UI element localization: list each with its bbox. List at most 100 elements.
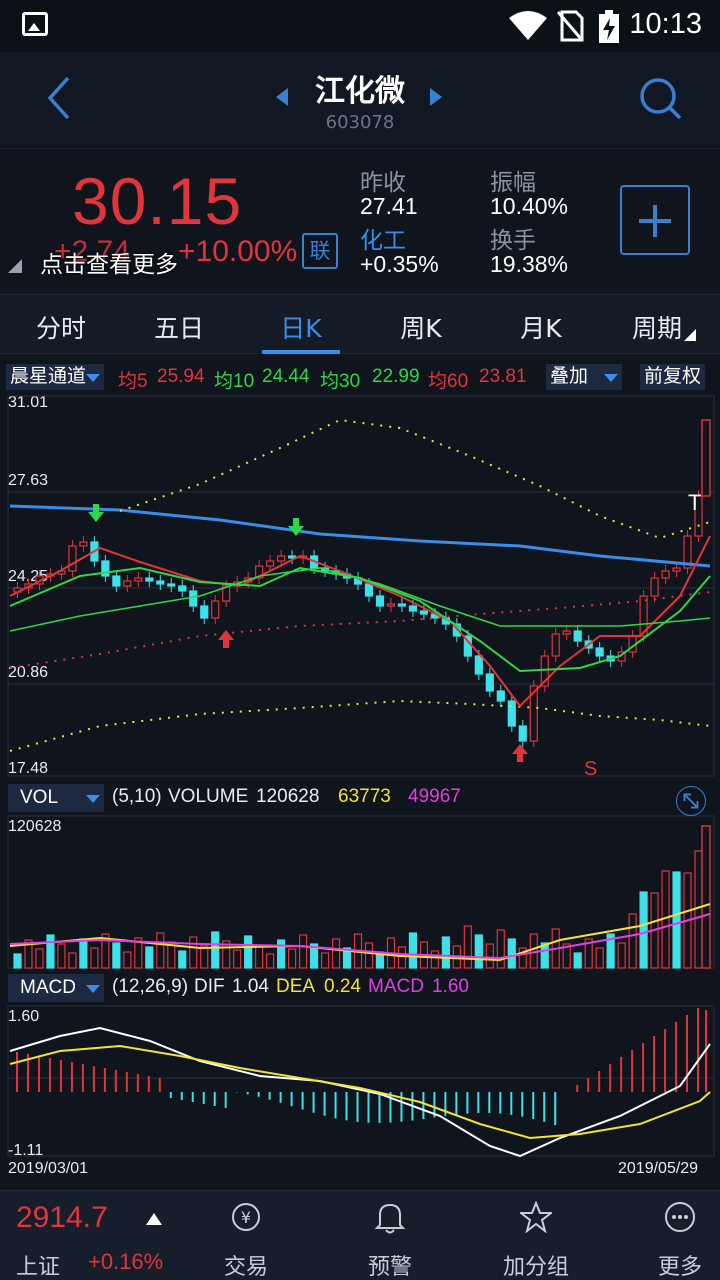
candle-body [386,603,396,607]
prev-stock-icon[interactable] [276,88,288,106]
quote-panel[interactable]: 30.15 +2.74 +10.00% 点击查看更多 联 昨收 27.41 化工… [0,148,720,294]
volume-bar [595,947,604,969]
candlestick-chart[interactable] [0,356,720,1186]
nav-alert-label: 预警 [367,1255,412,1280]
volume-bar [617,942,626,969]
volume-bar [123,951,132,969]
panel-frame [7,395,715,777]
candle-body [573,630,582,642]
wifi-icon [509,11,547,40]
tab-monthly-k[interactable]: 月K [520,314,562,343]
volume-bar [266,953,275,969]
volume-bar [320,952,330,969]
link-button[interactable]: 联 [302,233,338,269]
macd-max-label: 1.60 [8,1008,40,1025]
bell-icon [374,1203,406,1234]
index-widget[interactable]: 2914.7 上证 +0.16% [0,1191,180,1280]
tab-period[interactable]: 周期 [631,314,682,343]
buy-signal-arrow [288,518,304,536]
volume-indicator-label: VOL [20,787,59,808]
end-date: 2019/05/29 [618,1160,699,1177]
macd-label: MACD [368,976,424,997]
amplitude-value: 10.40% [490,193,569,219]
candle-body [200,605,209,619]
candle-body [661,570,670,579]
volume-label: VOLUME [168,786,249,807]
candle-body [683,535,692,569]
nav-add-group[interactable]: 加分组 [486,1191,586,1280]
candle-body [551,633,560,657]
volume-bar [408,932,418,969]
volume-bar [562,943,571,969]
tab-daily-k[interactable]: 日K [280,314,322,343]
tab-intraday[interactable]: 分时 [35,314,86,343]
nav-alert[interactable]: 预警 [340,1191,440,1280]
period-tabs: 分时 五日 日K 周K 月K 周期 [0,294,720,354]
candle-body [650,577,659,597]
add-watchlist-button[interactable] [620,185,690,255]
bottom-bar: 2914.7 上证 +0.16% ¥ 交易 预警 加分组 更多 [0,1190,720,1280]
volume-bar [211,931,220,969]
candle-body [639,595,648,637]
candle-body [408,605,418,612]
rebound-signal-arrow [218,630,234,648]
ma60-value: 23.81 [479,366,527,387]
volume-bar [46,934,55,969]
tab-weekly-k[interactable]: 周K [400,314,442,343]
volume-bar [573,952,582,969]
candle-body [474,655,483,675]
ma5-label: 均5 [118,371,148,390]
indicator-dropdown[interactable]: 晨星通道 [6,364,104,390]
volume-bar [178,950,187,969]
candle-body [364,583,374,597]
volume-bar [496,929,505,969]
ma60-label: 均60 [428,371,469,390]
dif-label: DIF [194,976,225,997]
back-icon[interactable] [40,74,80,122]
overlay-dropdown[interactable]: 叠加 [546,364,622,390]
volume-indicator-dropdown[interactable]: VOL [8,784,104,812]
macd-params: (12,26,9) [112,976,189,997]
volume-bar [222,940,231,969]
price-axis-label: 27.63 [8,472,49,489]
volume-ma5: 63773 [338,786,391,807]
chart-area[interactable]: 晨星通道 均5 25.94 均10 24.44 均30 22.99 均60 23… [0,356,720,1186]
index-change-pct: +0.16% [88,1249,164,1274]
volume-bar [145,946,154,969]
more-hint[interactable]: 点击查看更多 [40,252,178,278]
nav-more[interactable]: 更多 [630,1191,720,1280]
up-arrow-icon [146,1213,162,1225]
macd-value: 1.60 [432,976,469,997]
expand-icon[interactable] [676,786,706,816]
volume-bar [156,932,165,969]
price-axis-label: 31.01 [8,394,49,411]
price-axis-label: 17.48 [8,760,49,777]
turnover-value: 19.38% [490,251,569,277]
dif-line [9,1026,711,1158]
adjust-mode-button[interactable]: 前复权 [640,364,706,390]
dif-value: 1.04 [232,976,269,997]
sector-change: +0.35% [360,251,439,277]
candle-body [397,603,407,607]
volume-bar [288,948,297,969]
active-tab-indicator [262,350,340,354]
sell-signal-marker: S [584,758,598,780]
volume-bar [397,946,407,969]
search-icon[interactable] [636,74,684,122]
volume-bar [112,942,121,969]
period-corner-icon [684,329,696,341]
candle-body [145,577,154,582]
stock-code: 603078 [325,112,395,133]
candle-body [112,575,121,587]
volume-bar [79,938,88,969]
next-stock-icon[interactable] [430,88,442,106]
macd-indicator-dropdown[interactable]: MACD [8,974,104,1002]
candle-body [167,583,176,587]
volume-bar [694,850,703,969]
dea-line [9,1044,711,1140]
sector-label[interactable]: 化工 [360,228,406,254]
macd-indicator-label: MACD [20,977,76,998]
tab-five-day[interactable]: 五日 [153,314,204,343]
nav-trade[interactable]: ¥ 交易 [196,1191,296,1280]
price-change: +2.74 [54,235,130,268]
